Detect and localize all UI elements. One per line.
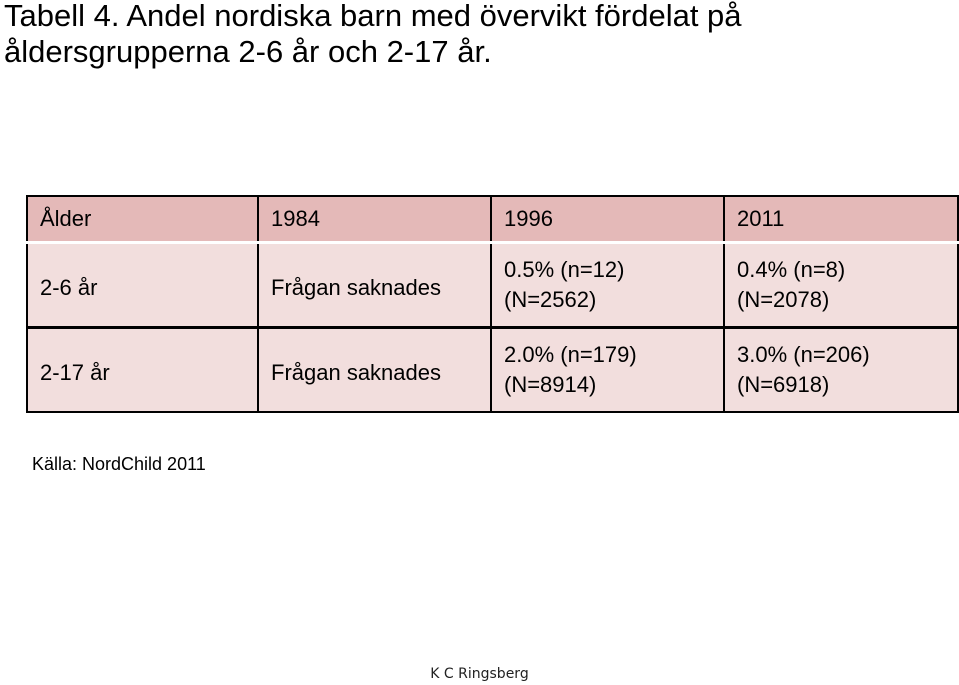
table-row: 2-17 år Frågan saknades 2.0% (n=179) (N=… xyxy=(26,326,959,413)
cell-total: (N=2562) xyxy=(504,287,597,312)
cell-1984: Frågan saknades xyxy=(257,326,492,413)
author-footer: K C Ringsberg xyxy=(430,666,529,682)
column-header-2011: 2011 xyxy=(723,195,959,244)
cell-1996: 0.5% (n=12) (N=2562) xyxy=(490,241,725,329)
document-title: Tabell 4. Andel nordiska barn med övervi… xyxy=(4,0,954,70)
age-cell: 2-17 år xyxy=(26,326,259,413)
age-cell: 2-6 år xyxy=(26,241,259,329)
title-line-1: Tabell 4. Andel nordiska barn med övervi… xyxy=(4,0,742,33)
cell-value: 3.0% (n=206) xyxy=(737,342,870,367)
cell-1996: 2.0% (n=179) (N=8914) xyxy=(490,326,725,413)
cell-2011: 3.0% (n=206) (N=6918) xyxy=(723,326,959,413)
cell-value: 0.5% (n=12) xyxy=(504,257,625,282)
column-header-1996: 1996 xyxy=(490,195,725,244)
source-note: Källa: NordChild 2011 xyxy=(32,454,206,474)
cell-total: (N=8914) xyxy=(504,372,597,397)
title-line-2: åldersgrupperna 2-6 år och 2-17 år. xyxy=(4,34,492,69)
column-header-1984: 1984 xyxy=(257,195,492,244)
cell-1984: Frågan saknades xyxy=(257,241,492,329)
cell-value: 2.0% (n=179) xyxy=(504,342,637,367)
cell-total: (N=2078) xyxy=(737,287,830,312)
cell-value: 0.4% (n=8) xyxy=(737,257,846,282)
cell-total: (N=6918) xyxy=(737,372,830,397)
cell-2011: 0.4% (n=8) (N=2078) xyxy=(723,241,959,329)
table-header-row: Ålder 1984 1996 2011 xyxy=(26,195,959,244)
overweight-table: Ålder 1984 1996 2011 2-6 år Frågan sakna… xyxy=(26,195,959,413)
column-header-age: Ålder xyxy=(26,195,259,244)
table-row: 2-6 år Frågan saknades 0.5% (n=12) (N=25… xyxy=(26,241,959,329)
